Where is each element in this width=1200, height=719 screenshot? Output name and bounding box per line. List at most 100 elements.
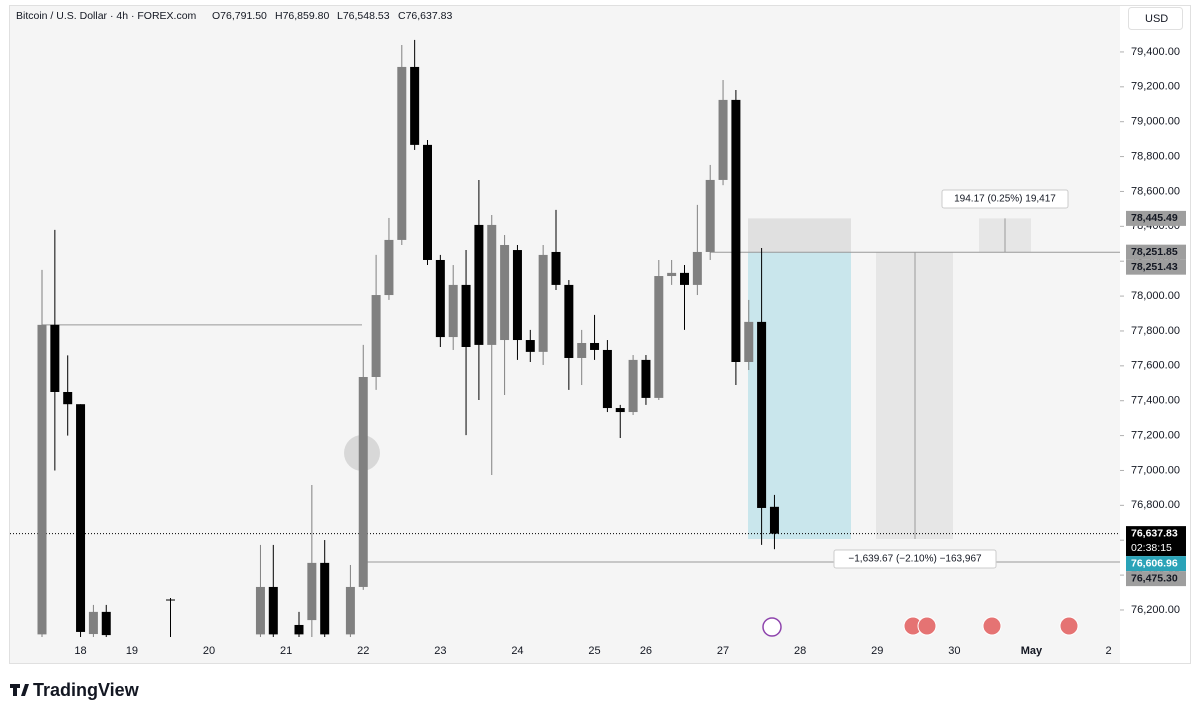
annotation: −1,639.67 (−2.10%) −163,967 xyxy=(848,554,982,565)
candle-body xyxy=(397,66,407,240)
candle-body xyxy=(268,586,278,635)
price-tag xyxy=(1126,526,1186,557)
header: Bitcoin / U.S. Dollar · 4h · FOREX.com O… xyxy=(16,10,452,22)
price-tag-label: 76,475.30 xyxy=(1131,572,1178,584)
candle-body xyxy=(255,586,265,635)
x-tick-label: 28 xyxy=(794,645,806,657)
countdown: 02:38:15 xyxy=(1131,542,1172,554)
candle-body xyxy=(654,276,664,398)
candle-body xyxy=(371,295,381,377)
brand: TradingView xyxy=(33,680,140,700)
logo: TradingView xyxy=(10,680,140,700)
ohlc-open: O76,791.50 xyxy=(212,10,267,22)
price-tag-label: 78,251.85 xyxy=(1131,246,1178,258)
candle-body xyxy=(320,562,330,635)
x-tick-label: 22 xyxy=(357,645,369,657)
logo-mark xyxy=(10,684,29,696)
candle-body xyxy=(731,99,741,362)
candle-body xyxy=(500,244,510,341)
candle-body xyxy=(551,251,561,285)
candles xyxy=(37,39,779,637)
plot-frame xyxy=(9,5,1191,664)
y-tick-label: 79,400.00 xyxy=(1131,46,1180,58)
x-tick-label: 30 xyxy=(948,645,960,657)
candle-body xyxy=(307,562,317,621)
event-icon[interactable] xyxy=(762,617,782,637)
y-tick-label: 77,200.00 xyxy=(1131,429,1180,441)
x-tick-label: 27 xyxy=(717,645,729,657)
candle-body xyxy=(423,144,432,260)
axes: 76,200.0076,400.0076,600.0076,800.0077,0… xyxy=(74,46,1186,657)
x-tick-label: 2 xyxy=(1105,645,1111,657)
candle-body xyxy=(166,599,175,601)
ohlc-high: H76,859.80 xyxy=(275,10,329,22)
candle-body xyxy=(384,239,394,296)
candle-body xyxy=(602,349,612,409)
y-tick-label: 77,600.00 xyxy=(1131,360,1180,372)
target-zone xyxy=(748,218,851,253)
candle-body xyxy=(294,624,304,635)
x-tick-label: 19 xyxy=(126,645,138,657)
y-tick-label: 78,600.00 xyxy=(1131,185,1180,197)
candle-body xyxy=(680,272,689,285)
price-tag xyxy=(1126,571,1186,587)
price-tag xyxy=(1126,244,1186,260)
candle-body xyxy=(512,250,522,341)
candle-body xyxy=(667,272,677,277)
candle-body xyxy=(474,224,484,345)
y-tick-label: 77,400.00 xyxy=(1131,395,1180,407)
candle-body xyxy=(577,342,587,358)
candle-body xyxy=(358,376,368,587)
candle-body xyxy=(718,99,728,180)
candle-body xyxy=(705,179,715,252)
price-tag-label: 78,251.43 xyxy=(1131,261,1178,273)
candle-body xyxy=(641,359,651,398)
annotation: 194.17 (0.25%) 19,417 xyxy=(954,194,1056,205)
candle-body xyxy=(461,284,471,348)
candle-body xyxy=(525,340,535,352)
candle-body xyxy=(769,506,779,534)
x-tick-label: 21 xyxy=(280,645,292,657)
candle-body xyxy=(345,586,355,635)
candle-body xyxy=(50,324,60,392)
candle-body xyxy=(435,259,445,338)
candle-body xyxy=(63,391,73,405)
event-icon[interactable] xyxy=(982,616,1002,636)
ohlc-low: L76,548.53 xyxy=(337,10,390,22)
currency-button[interactable] xyxy=(1128,7,1183,30)
event-icon[interactable] xyxy=(1059,616,1079,636)
x-tick-label: 18 xyxy=(74,645,86,657)
candle-body xyxy=(410,66,420,145)
currency: USD xyxy=(1145,13,1168,25)
x-tick-label: 24 xyxy=(511,645,523,657)
ohlc-close: C76,637.83 xyxy=(398,10,452,22)
candle-body xyxy=(88,611,98,635)
x-tick-label: 25 xyxy=(588,645,600,657)
price-tag-label: 76,606.96 xyxy=(1131,557,1178,569)
y-tick-label: 77,800.00 xyxy=(1131,325,1180,337)
price-tag xyxy=(1126,556,1186,572)
candle-body xyxy=(37,324,47,635)
event-icons xyxy=(762,616,1079,637)
y-tick-label: 78,800.00 xyxy=(1131,150,1180,162)
candle-body xyxy=(564,284,574,358)
candle-body xyxy=(448,284,458,338)
y-tick-label: 78,000.00 xyxy=(1131,290,1180,302)
annotation-box xyxy=(833,549,997,569)
event-icon[interactable] xyxy=(917,616,937,636)
y-tick-label: 79,000.00 xyxy=(1131,116,1180,128)
candle-body xyxy=(744,321,754,362)
candle-body xyxy=(487,224,497,345)
x-tick-label: 26 xyxy=(640,645,652,657)
price-tag-label: 78,445.49 xyxy=(1131,212,1178,224)
symbol-title: Bitcoin / U.S. Dollar · 4h · FOREX.com xyxy=(16,10,197,22)
candle-body xyxy=(590,342,600,350)
annotation-box xyxy=(941,189,1069,209)
y-tick-label: 77,000.00 xyxy=(1131,464,1180,476)
y-tick-label: 76,800.00 xyxy=(1131,499,1180,511)
candle-body xyxy=(538,254,548,352)
price-tag xyxy=(1126,259,1186,275)
x-tick-label: 29 xyxy=(871,645,883,657)
